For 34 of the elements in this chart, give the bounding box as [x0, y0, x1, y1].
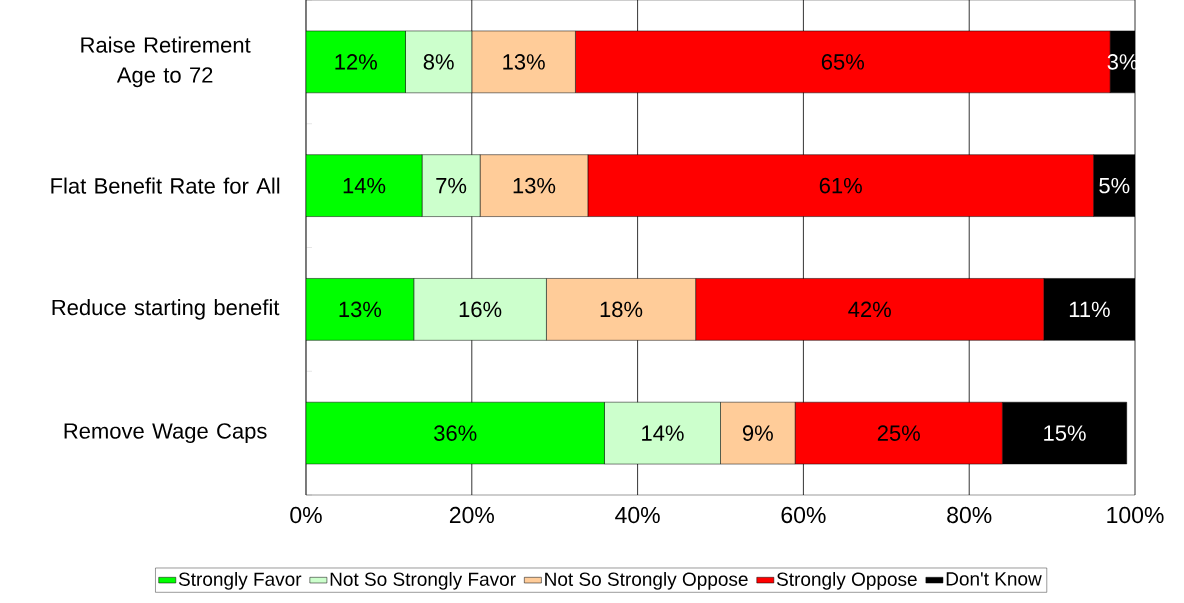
data-label: 12%: [335, 54, 377, 70]
data-label: 11%: [1069, 301, 1110, 318]
data-label: 14%: [343, 177, 386, 194]
data-label: 8%: [423, 54, 454, 70]
x-tick-label: 80%: [947, 506, 992, 524]
x-tick-label: 40%: [615, 506, 660, 524]
x-tick-label: 20%: [449, 506, 494, 524]
data-label: 42%: [848, 301, 891, 318]
data-label: 15%: [1044, 425, 1086, 441]
legend-label: Not So Strongly Favor: [330, 571, 516, 590]
x-tick-label: 0%: [290, 506, 322, 524]
data-label: 65%: [821, 54, 865, 70]
y-tick-label: Remove Wage Caps: [64, 423, 267, 444]
x-tick-label: 100%: [1107, 506, 1164, 524]
legend-label: Strongly Oppose: [776, 571, 917, 590]
x-tick-label: 60%: [781, 506, 826, 524]
data-label: 61%: [819, 177, 862, 194]
data-label: 18%: [600, 301, 643, 318]
data-label: 14%: [642, 425, 684, 441]
data-label: 13%: [503, 54, 545, 70]
data-label: 13%: [339, 301, 382, 318]
data-label: 25%: [877, 425, 920, 441]
data-label: 7%: [436, 177, 467, 194]
legend-label: Strongly Favor: [178, 571, 302, 590]
y-tick-label: Raise Retirement Age to 72: [81, 36, 251, 88]
data-label: 36%: [434, 425, 477, 441]
legend-label: Don't Know: [946, 572, 1042, 586]
data-label: 5%: [1099, 177, 1130, 194]
data-label: 13%: [513, 177, 556, 194]
y-tick-label: Reduce starting benefit: [52, 299, 280, 320]
data-label: 9%: [742, 425, 773, 441]
y-tick-label: Flat Benefit Rate for All: [51, 177, 280, 194]
data-label: 16%: [459, 301, 502, 318]
legend-label: Not So Strongly Oppose: [545, 571, 748, 590]
